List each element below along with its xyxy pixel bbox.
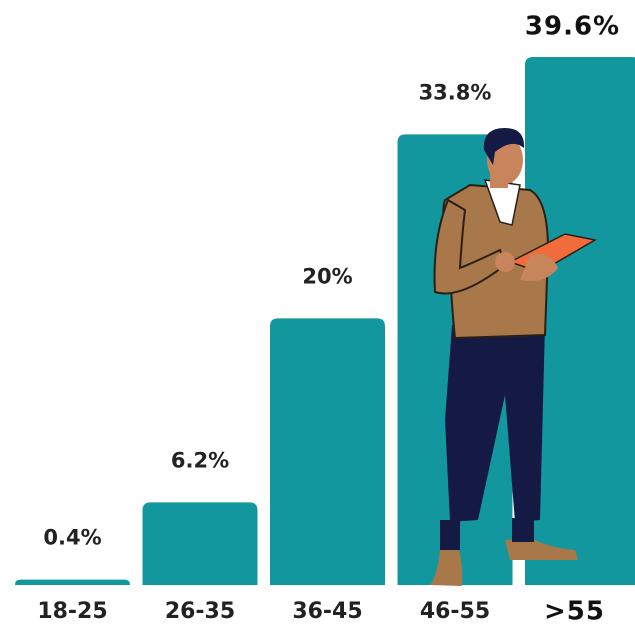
chart: 0.4% 18-25 6.2% 26-35 20% 36-45 33.8% 46-55 39.6… [0, 0, 635, 627]
x-tick-label: 18-25 [37, 599, 107, 624]
x-tick-label: 46-55 [420, 599, 490, 624]
x-tick-label: >55 [544, 597, 605, 627]
value-label: 6.2% [171, 448, 229, 472]
bar [15, 580, 130, 585]
value-label: 0.4% [43, 526, 101, 550]
sock [512, 518, 534, 542]
hand [495, 252, 515, 272]
x-tick-label: 26-35 [165, 599, 235, 624]
value-label: 39.6% [525, 12, 620, 42]
x-tick-label: 36-45 [292, 599, 362, 624]
value-label: 20% [302, 264, 352, 288]
bar [143, 502, 258, 585]
sock [440, 520, 460, 550]
bar [270, 318, 385, 585]
value-label: 33.8% [419, 80, 492, 104]
